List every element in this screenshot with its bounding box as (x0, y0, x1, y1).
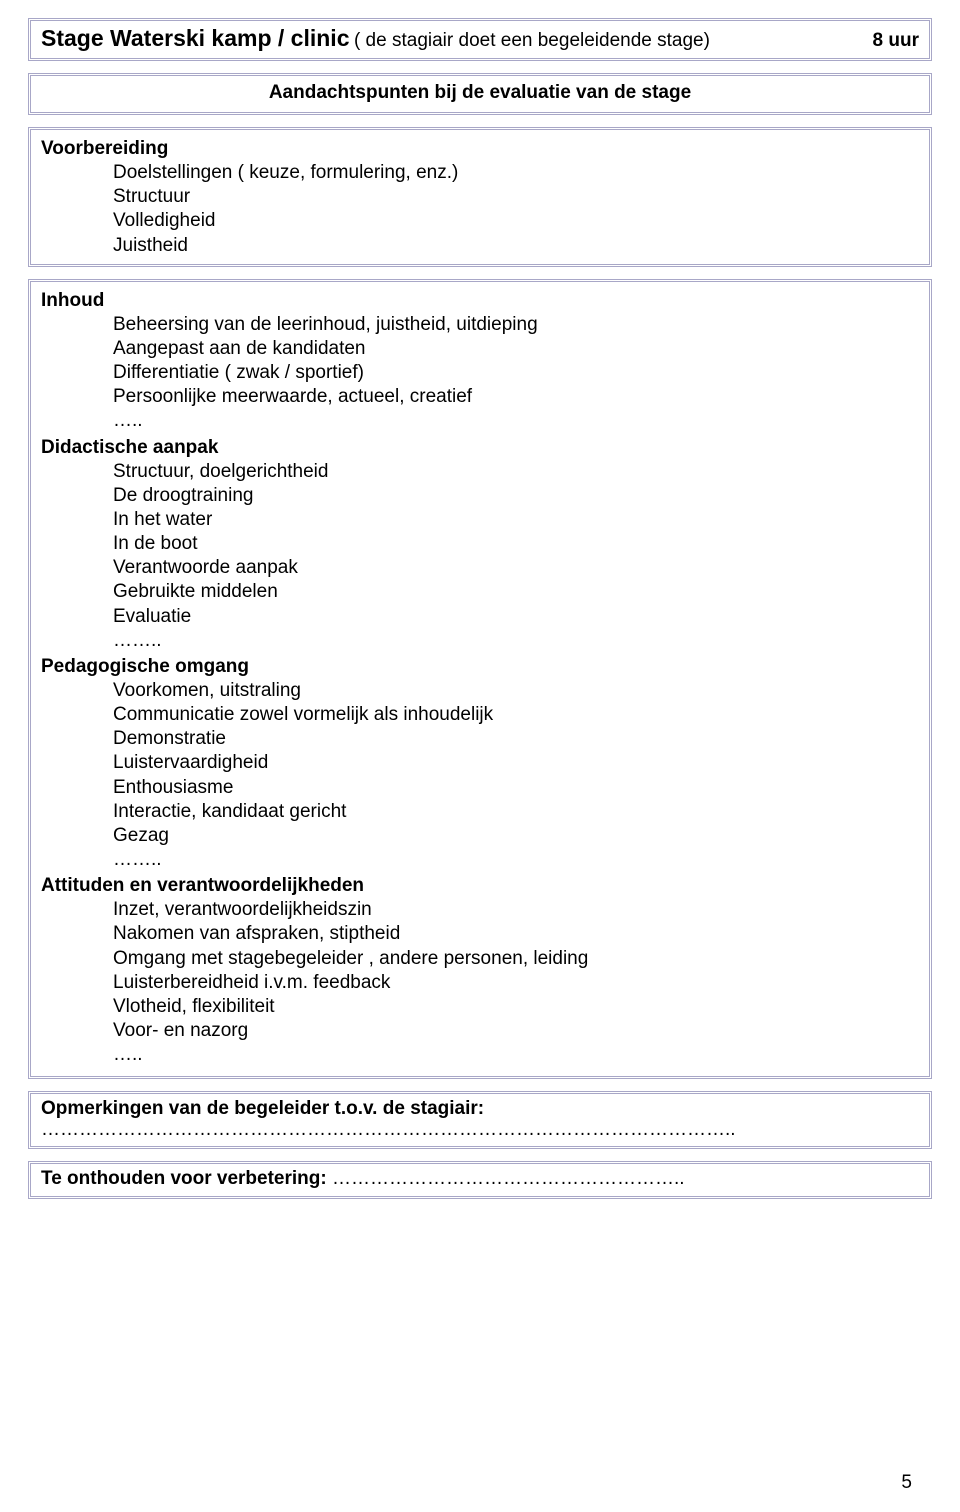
inhoud-item: Persoonlijke meerwaarde, actueel, creati… (113, 385, 919, 408)
didactisch-item: Evaluatie (113, 605, 919, 628)
header-left: Stage Waterski kamp / clinic ( de stagia… (41, 25, 710, 52)
eval-header-text: Aandachtspunten bij de evaluatie van de … (41, 80, 919, 106)
inhoud-trail: ….. (113, 409, 919, 432)
remarks-box: Opmerkingen van de begeleider t.o.v. de … (28, 1091, 932, 1150)
voorbereiding-list: Doelstellingen ( keuze, formulering, enz… (113, 161, 919, 257)
didactisch-item: In het water (113, 508, 919, 531)
didactisch-item: Verantwoorde aanpak (113, 556, 919, 579)
page-title-right: 8 uur (873, 30, 919, 52)
didactisch-title: Didactische aanpak (41, 437, 919, 459)
voorbereiding-item: Doelstellingen ( keuze, formulering, enz… (113, 161, 919, 184)
improve-dots: ……………………………………………….. (332, 1168, 685, 1189)
inhoud-title: Inhoud (41, 290, 919, 312)
didactisch-item: In de boot (113, 532, 919, 555)
didactisch-trail: …….. (113, 629, 919, 652)
remarks-dots: ……………………………………………………………………………………………….. (41, 1120, 919, 1141)
pedagogisch-item: Demonstratie (113, 727, 919, 750)
didactisch-list: Structuur, doelgerichtheid De droogtrain… (113, 460, 919, 652)
attituden-item: Omgang met stagebegeleider , andere pers… (113, 947, 919, 970)
pedagogisch-trail: …….. (113, 848, 919, 871)
voorbereiding-title: Voorbereiding (41, 138, 919, 160)
inhoud-item: Differentiatie ( zwak / sportief) (113, 361, 919, 384)
inhoud-list: Beheersing van de leerinhoud, juistheid,… (113, 313, 919, 433)
voorbereiding-item: Juistheid (113, 234, 919, 257)
voorbereiding-box: Voorbereiding Doelstellingen ( keuze, fo… (28, 127, 932, 267)
voorbereiding-item: Volledigheid (113, 209, 919, 232)
attituden-item: Nakomen van afspraken, stiptheid (113, 922, 919, 945)
attituden-trail: ….. (113, 1043, 919, 1066)
attituden-title: Attituden en verantwoordelijkheden (41, 875, 919, 897)
remarks-label: Opmerkingen van de begeleider t.o.v. de … (41, 1098, 484, 1119)
attituden-item: Voor- en nazorg (113, 1019, 919, 1042)
didactisch-item: De droogtraining (113, 484, 919, 507)
pedagogisch-item: Enthousiasme (113, 776, 919, 799)
attituden-item: Luisterbereidheid i.v.m. feedback (113, 971, 919, 994)
pedagogisch-item: Interactie, kandidaat gericht (113, 800, 919, 823)
improve-label: Te onthouden voor verbetering: (41, 1168, 332, 1189)
improve-box: Te onthouden voor verbetering: ………………………… (28, 1161, 932, 1199)
header-box: Stage Waterski kamp / clinic ( de stagia… (28, 18, 932, 61)
didactisch-item: Structuur, doelgerichtheid (113, 460, 919, 483)
eval-header-box: Aandachtspunten bij de evaluatie van de … (28, 73, 932, 115)
pedagogisch-item: Communicatie zowel vormelijk als inhoude… (113, 703, 919, 726)
voorbereiding-item: Structuur (113, 185, 919, 208)
page-title-main: Stage Waterski kamp / clinic (41, 25, 350, 51)
didactisch-item: Gebruikte middelen (113, 580, 919, 603)
pedagogisch-title: Pedagogische omgang (41, 656, 919, 678)
pedagogisch-list: Voorkomen, uitstraling Communicatie zowe… (113, 679, 919, 871)
attituden-item: Vlotheid, flexibiliteit (113, 995, 919, 1018)
attituden-list: Inzet, verantwoordelijkheidszin Nakomen … (113, 898, 919, 1066)
main-content-box: Inhoud Beheersing van de leerinhoud, jui… (28, 279, 932, 1079)
pedagogisch-item: Voorkomen, uitstraling (113, 679, 919, 702)
inhoud-item: Aangepast aan de kandidaten (113, 337, 919, 360)
pedagogisch-item: Gezag (113, 824, 919, 847)
pedagogisch-item: Luistervaardigheid (113, 751, 919, 774)
attituden-item: Inzet, verantwoordelijkheidszin (113, 898, 919, 921)
page-title-sub: ( de stagiair doet een begeleidende stag… (354, 30, 710, 51)
inhoud-item: Beheersing van de leerinhoud, juistheid,… (113, 313, 919, 336)
page-number: 5 (901, 1472, 912, 1494)
